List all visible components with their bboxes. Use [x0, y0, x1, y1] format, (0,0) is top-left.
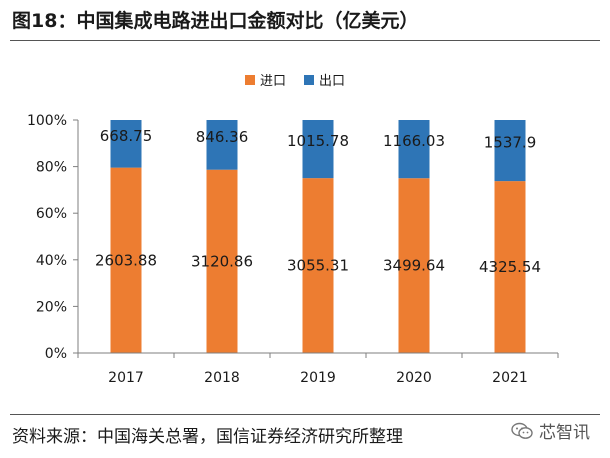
bar-export-2017 [110, 120, 142, 168]
bar-export-2020 [398, 120, 430, 179]
data-label-export-2018: 846.36 [196, 128, 249, 146]
x-tick-label-2018: 2018 [204, 370, 240, 386]
watermark: 芯智讯 [511, 418, 590, 443]
bars [110, 120, 526, 353]
legend-label-import: 进口 [260, 74, 286, 89]
source-note: 资料来源：中国海关总署，国信证券经济研究所整理 [12, 427, 403, 447]
y-tick-label-0: 0% [45, 346, 67, 362]
data-label-import-2018: 3120.86 [191, 252, 253, 270]
bar-import-2020 [398, 178, 430, 353]
data-label-import-2020: 3499.64 [383, 257, 445, 275]
bar-import-2017 [110, 167, 142, 353]
bar-import-2021 [494, 181, 526, 353]
axes: 2017 2018 2019 2020 2021 0% 20% 40% 60% 80% 100% [27, 113, 559, 386]
legend-label-export: 出口 [319, 74, 345, 89]
x-tick-label-2019: 2019 [300, 370, 336, 386]
bar-export-2021 [494, 120, 526, 182]
data-labels: 2603.88 668.75 3120.86 846.36 3055.31 1015.78… [95, 127, 541, 276]
data-label-export-2017: 668.75 [100, 127, 153, 145]
bar-import-2019 [302, 178, 334, 353]
data-label-import-2021: 4325.54 [479, 258, 541, 276]
source-divider [10, 414, 600, 415]
wechat-icon [511, 422, 533, 439]
figure-title: 图18：中国集成电路进出口金额对比（亿美元） [12, 10, 419, 32]
y-tick-label-3: 60% [36, 206, 67, 222]
x-tick-label-2021: 2021 [492, 370, 528, 386]
legend-swatch-import [245, 75, 255, 85]
data-label-export-2019: 1015.78 [287, 132, 349, 150]
x-tick-label-2020: 2020 [396, 370, 432, 386]
bar-import-2018 [206, 169, 238, 353]
stacked-bar-chart: 进口 出口 2017 2018 2019 2020 2021 0% 20% 40% 60% 80% 1… [27, 74, 559, 386]
y-tick-label-1: 20% [36, 299, 67, 315]
data-label-export-2020: 1166.03 [383, 132, 445, 150]
watermark-text: 芯智讯 [539, 423, 590, 443]
data-label-export-2021: 1537.9 [484, 134, 537, 152]
data-label-import-2017: 2603.88 [95, 251, 157, 269]
y-tick-label-5: 100% [27, 113, 67, 129]
bar-export-2019 [302, 120, 334, 179]
legend-swatch-export [304, 75, 314, 85]
y-tick-label-2: 40% [36, 253, 67, 269]
bar-export-2018 [206, 120, 238, 170]
x-tick-label-2017: 2017 [108, 370, 144, 386]
data-label-import-2019: 3055.31 [287, 257, 349, 275]
legend: 进口 出口 [245, 74, 345, 89]
title-divider [10, 40, 600, 41]
y-tick-label-4: 80% [36, 160, 67, 176]
